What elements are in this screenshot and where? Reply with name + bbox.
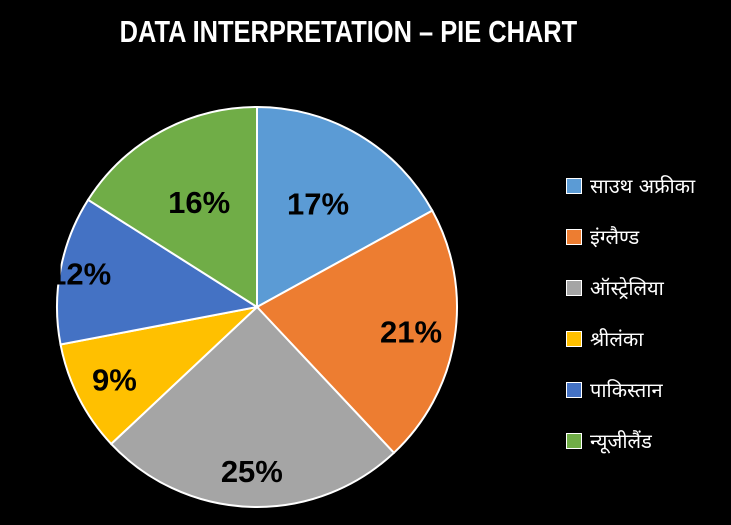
pie-slice-1 xyxy=(255,209,458,455)
legend-swatch xyxy=(566,279,582,296)
slice-value-label-3: 9% xyxy=(92,363,137,398)
legend-label: इंग्लैण्ड xyxy=(590,225,640,249)
pie-slice-2 xyxy=(109,305,396,508)
legend-item-5: न्यूजीलैंड xyxy=(566,415,695,466)
legend-label: ऑस्ट्रेलिया xyxy=(590,276,664,300)
legend-label: पाकिस्तान xyxy=(590,378,663,402)
legend: साउथ अफ्रीका इंग्लैण्ड ऑस्ट्रेलिया श्रीलंका… xyxy=(566,160,695,466)
chart-title: DATA INTERPRETATION – PIE CHART xyxy=(119,14,578,49)
slice-value-label-1: 21% xyxy=(380,314,442,349)
legend-item-2: ऑस्ट्रेलिया xyxy=(566,262,695,313)
pie-slice-5 xyxy=(86,105,258,309)
slice-value-label-4: 12% xyxy=(49,256,111,291)
slice-value-label-2: 25% xyxy=(221,454,283,489)
legend-swatch xyxy=(566,381,582,398)
legend-item-0: साउथ अफ्रीका xyxy=(566,160,695,211)
legend-item-4: पाकिस्तान xyxy=(566,364,695,415)
legend-label: साउथ अफ्रीका xyxy=(590,174,696,198)
legend-swatch xyxy=(566,177,582,194)
legend-swatch xyxy=(566,228,582,245)
pie-slice-4 xyxy=(56,198,260,346)
pie-slice-3 xyxy=(59,305,261,446)
slice-value-label-5: 16% xyxy=(168,185,230,220)
legend-item-3: श्रीलंका xyxy=(566,313,695,364)
legend-label: न्यूजीलैंड xyxy=(590,429,652,453)
legend-swatch xyxy=(566,432,582,449)
pie-slice-0 xyxy=(256,105,434,309)
legend-item-1: इंग्लैण्ड xyxy=(566,211,695,262)
legend-label: श्रीलंका xyxy=(590,327,644,351)
slice-value-label-0: 17% xyxy=(287,187,349,222)
legend-swatch xyxy=(566,330,582,347)
